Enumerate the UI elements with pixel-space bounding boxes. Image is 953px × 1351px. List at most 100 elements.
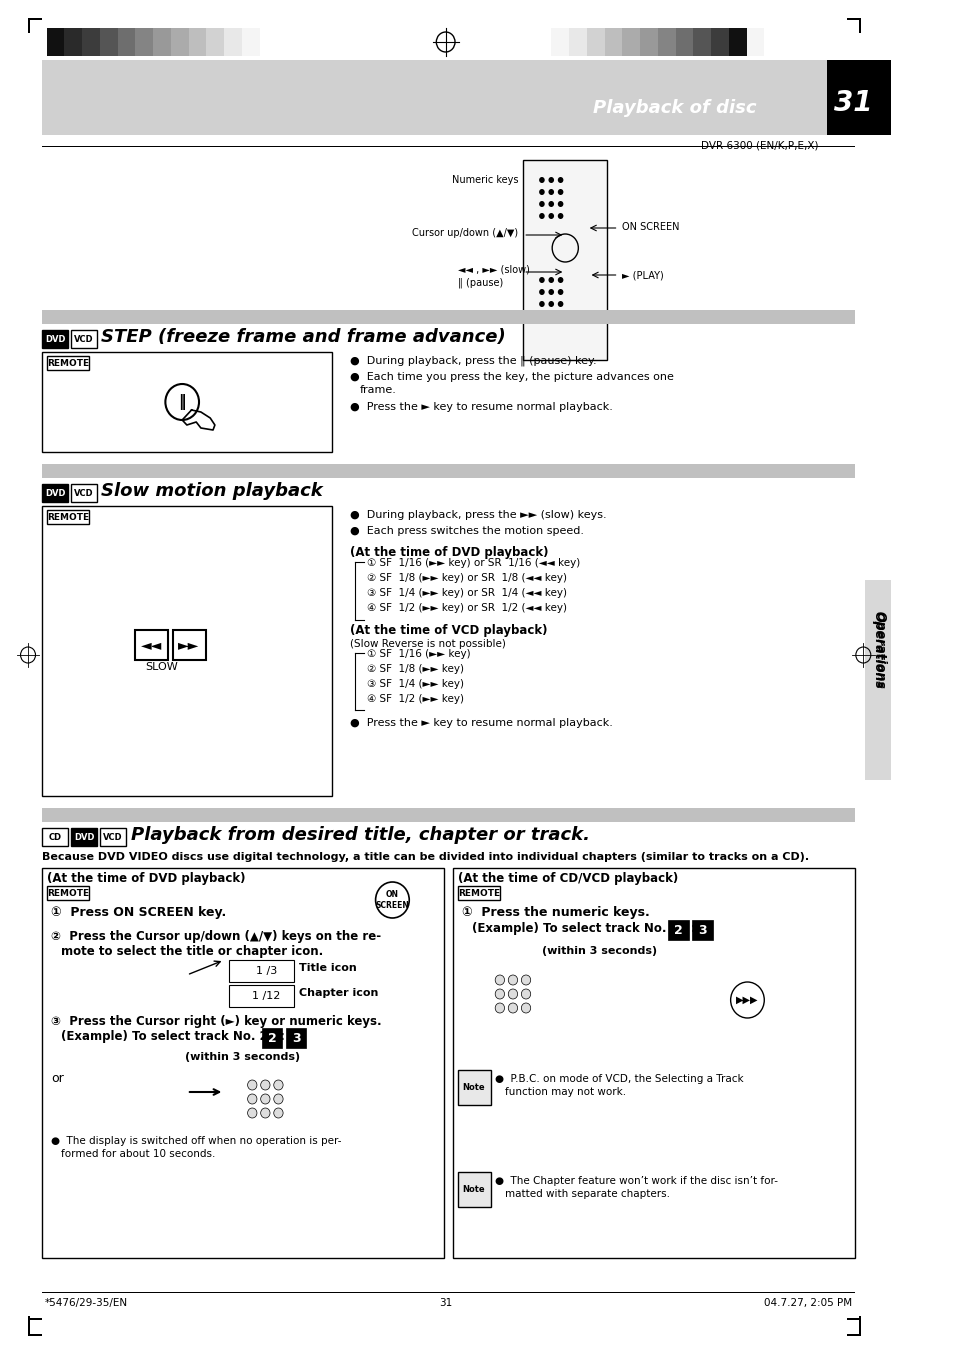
Text: ●  The display is switched off when no operation is per-: ● The display is switched off when no op… — [51, 1136, 341, 1146]
Circle shape — [538, 189, 544, 195]
Circle shape — [274, 1094, 283, 1104]
Bar — [28, 1319, 42, 1320]
Text: 2: 2 — [673, 924, 682, 936]
Text: (At the time of DVD playback): (At the time of DVD playback) — [350, 546, 548, 559]
Bar — [42, 808, 854, 821]
Bar — [457, 1070, 490, 1105]
Text: ① SF  1/16 (►► key): ① SF 1/16 (►► key) — [367, 648, 471, 659]
Text: REMOTE: REMOTE — [47, 358, 90, 367]
Circle shape — [248, 1094, 256, 1104]
Text: SLOW: SLOW — [145, 662, 177, 671]
Circle shape — [520, 1002, 530, 1013]
Bar — [28, 18, 30, 32]
Text: ③ SF  1/4 (►► key) or SR  1/4 (◄◄ key): ③ SF 1/4 (►► key) or SR 1/4 (◄◄ key) — [367, 588, 567, 598]
Text: Note: Note — [462, 1185, 484, 1193]
Bar — [667, 920, 688, 940]
Bar — [522, 159, 607, 359]
Bar — [675, 28, 693, 55]
Text: ◄◄: ◄◄ — [141, 638, 162, 653]
Bar — [47, 28, 65, 55]
Circle shape — [558, 301, 563, 307]
Text: ●  During playback, press the ‖ (pause) key.: ● During playback, press the ‖ (pause) k… — [350, 357, 597, 366]
Bar — [28, 1333, 42, 1336]
Text: (within 3 seconds): (within 3 seconds) — [185, 1052, 300, 1062]
Text: Numeric keys: Numeric keys — [452, 176, 518, 185]
Text: DVD: DVD — [45, 489, 66, 497]
Text: REMOTE: REMOTE — [47, 889, 90, 897]
Text: Chapter icon: Chapter icon — [298, 988, 378, 998]
Bar — [586, 28, 604, 55]
Bar — [42, 507, 332, 796]
Circle shape — [548, 213, 554, 219]
Bar — [657, 28, 675, 55]
Circle shape — [548, 201, 554, 207]
Bar — [604, 28, 621, 55]
Text: ③ SF  1/4 (►► key): ③ SF 1/4 (►► key) — [367, 680, 464, 689]
Bar — [621, 28, 639, 55]
Circle shape — [260, 1108, 270, 1119]
Bar — [728, 28, 746, 55]
Bar — [242, 28, 259, 55]
Text: ② SF  1/8 (►► key): ② SF 1/8 (►► key) — [367, 663, 464, 674]
Text: 31: 31 — [834, 89, 872, 118]
Text: ▶▶▶: ▶▶▶ — [736, 994, 758, 1005]
Text: 3: 3 — [698, 924, 706, 936]
Bar — [82, 28, 100, 55]
Text: (At the time of VCD playback): (At the time of VCD playback) — [350, 624, 547, 638]
Text: VCD: VCD — [103, 832, 123, 842]
Bar — [100, 28, 117, 55]
Bar — [100, 828, 126, 846]
Text: REMOTE: REMOTE — [457, 889, 500, 897]
Text: (within 3 seconds): (within 3 seconds) — [541, 946, 657, 957]
Text: VCD: VCD — [74, 489, 93, 497]
Text: function may not work.: function may not work. — [504, 1088, 625, 1097]
Bar — [206, 28, 224, 55]
Bar — [746, 28, 763, 55]
Text: mote to select the title or chapter icon.: mote to select the title or chapter icon… — [61, 944, 323, 958]
Circle shape — [274, 1079, 283, 1090]
Bar — [229, 985, 294, 1006]
Text: 1 /3: 1 /3 — [255, 966, 276, 975]
Bar — [42, 463, 854, 478]
Text: 2: 2 — [267, 1032, 276, 1044]
Circle shape — [248, 1108, 256, 1119]
Circle shape — [538, 301, 544, 307]
Text: (Example) To select track No. 23 :: (Example) To select track No. 23 : — [472, 921, 695, 935]
Bar — [42, 330, 68, 349]
Bar — [47, 357, 89, 370]
Text: (Example) To select track No. 23 :: (Example) To select track No. 23 : — [61, 1029, 284, 1043]
Bar — [551, 28, 568, 55]
Text: DVD: DVD — [73, 832, 94, 842]
Text: REMOTE: REMOTE — [47, 512, 90, 521]
Text: matted with separate chapters.: matted with separate chapters. — [504, 1189, 669, 1198]
Text: VCD: VCD — [74, 335, 93, 343]
Bar — [858, 18, 860, 32]
Text: *5476/29-35/EN: *5476/29-35/EN — [45, 1298, 128, 1308]
Text: ●  The Chapter feature won’t work if the disc isn’t for-: ● The Chapter feature won’t work if the … — [495, 1175, 778, 1186]
Circle shape — [495, 1002, 504, 1013]
Circle shape — [508, 1002, 517, 1013]
Bar — [28, 1316, 30, 1333]
Text: ② SF  1/8 (►► key) or SR  1/8 (◄◄ key): ② SF 1/8 (►► key) or SR 1/8 (◄◄ key) — [367, 573, 567, 584]
Bar — [286, 1028, 306, 1048]
Circle shape — [548, 177, 554, 182]
Circle shape — [538, 289, 544, 295]
Circle shape — [558, 189, 563, 195]
Text: ON SCREEN: ON SCREEN — [621, 222, 679, 232]
Text: Operations: Operations — [873, 611, 885, 689]
Circle shape — [558, 277, 563, 282]
Text: ●  During playback, press the ►► (slow) keys.: ● During playback, press the ►► (slow) k… — [350, 509, 606, 520]
Bar — [42, 309, 854, 324]
Circle shape — [248, 1079, 256, 1090]
Text: (At the time of DVD playback): (At the time of DVD playback) — [47, 871, 245, 885]
Text: ‖: ‖ — [178, 394, 186, 409]
Bar — [568, 28, 586, 55]
Bar — [845, 18, 860, 20]
Text: ④ SF  1/2 (►► key): ④ SF 1/2 (►► key) — [367, 694, 464, 704]
Bar — [189, 28, 206, 55]
Bar — [845, 1319, 860, 1320]
Bar — [172, 630, 205, 661]
Bar — [692, 920, 712, 940]
Text: CD: CD — [49, 832, 62, 842]
Text: ③  Press the Cursor right (►) key or numeric keys.: ③ Press the Cursor right (►) key or nume… — [51, 1015, 381, 1028]
